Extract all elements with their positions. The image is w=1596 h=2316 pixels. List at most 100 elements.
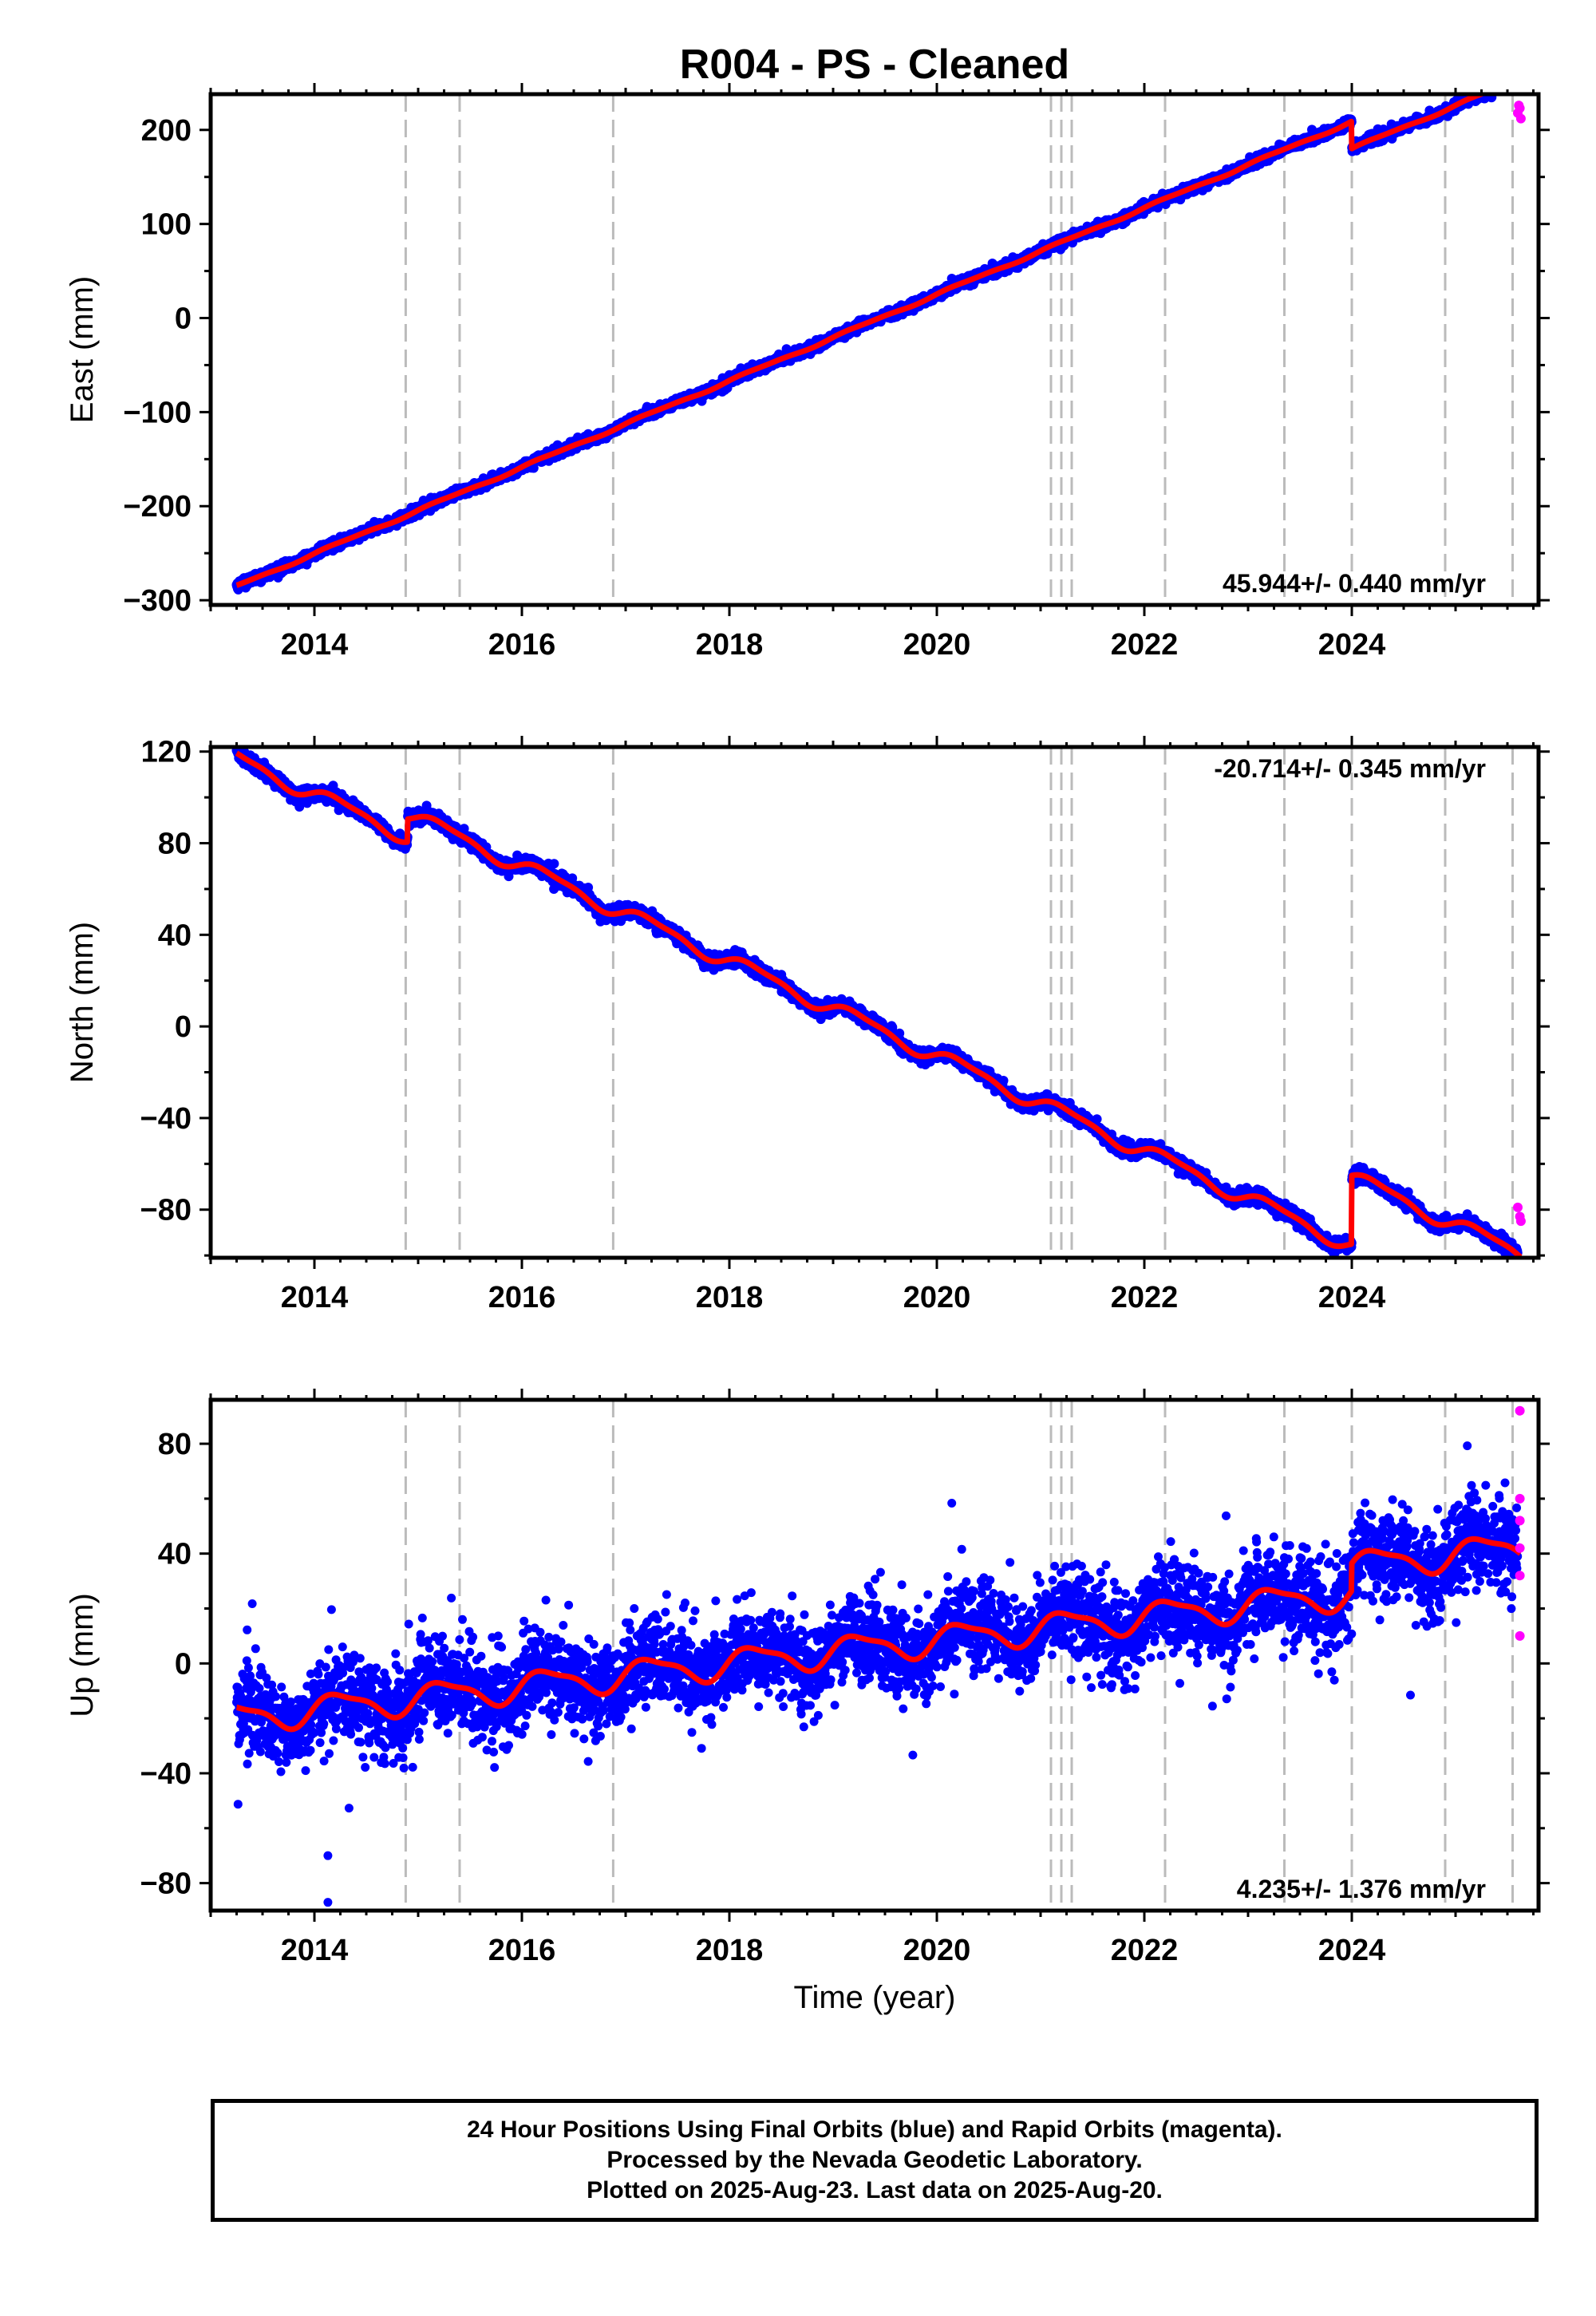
data-point (1498, 83, 1507, 93)
data-point (1507, 77, 1517, 86)
data-point (1499, 81, 1508, 91)
data-point (1504, 80, 1514, 89)
data-point (1509, 77, 1519, 86)
data-point (1490, 84, 1499, 93)
data-point (1485, 83, 1495, 93)
data-point (1489, 82, 1499, 92)
data-point (1508, 79, 1518, 89)
data-point (1513, 77, 1523, 86)
data-point (1505, 77, 1515, 87)
y-tick-label: −100 (123, 396, 192, 429)
data-point (1497, 81, 1507, 91)
data-point (1511, 75, 1520, 85)
data-point (1512, 75, 1522, 85)
data-point (1502, 76, 1511, 85)
data-point (1499, 79, 1508, 89)
data-point (1507, 77, 1516, 86)
data-point (1506, 77, 1515, 87)
rapid-orbit-points (1513, 101, 1526, 124)
data-point (1504, 76, 1514, 85)
data-point (1511, 77, 1521, 86)
x-tick-label: 2024 (1318, 628, 1386, 662)
data-point (1495, 83, 1504, 93)
chart-title: R004 - PS - Cleaned (680, 41, 1069, 88)
data-point (1491, 83, 1501, 93)
data-point (1503, 80, 1513, 89)
data-point (1488, 79, 1498, 89)
data-point (1501, 78, 1511, 88)
data-point (1496, 82, 1506, 92)
y-axis-label: East (mm) (65, 276, 100, 423)
data-point (1511, 77, 1520, 86)
data-point (1503, 79, 1512, 89)
y-tick-label: 0 (175, 302, 192, 336)
x-tick-label: 2014 (281, 628, 349, 662)
data-point (1500, 77, 1510, 87)
data-point (1495, 80, 1504, 89)
x-tick-label: 2018 (696, 628, 764, 662)
data-point (1507, 81, 1516, 90)
data-point (1508, 76, 1518, 85)
rapid-point (1515, 113, 1526, 124)
north-panel: 2014 2016 2018 2020 2022 2024−80−4004080120No… (65, 736, 1550, 1314)
data-point (1507, 76, 1517, 85)
data-point (1511, 79, 1521, 89)
data-point (1503, 77, 1513, 86)
data-point (1491, 81, 1501, 91)
data-point (1505, 77, 1515, 87)
data-point (1496, 81, 1506, 90)
final-orbit-points (231, 73, 1523, 595)
data-point (1511, 73, 1521, 83)
data-point (1510, 78, 1519, 88)
data-point (1498, 84, 1507, 93)
data-point (1491, 83, 1500, 93)
data-point (1502, 81, 1511, 90)
data-point (1486, 84, 1495, 93)
data-point (1509, 74, 1519, 84)
x-axis-ticks (209, 83, 1535, 616)
data-point (1492, 81, 1502, 90)
y-tick-label: 100 (141, 208, 192, 242)
data-point (1491, 78, 1501, 88)
event-lines (404, 747, 1514, 1258)
data-point (1506, 77, 1515, 86)
data-point (1507, 77, 1516, 87)
data-point (1486, 81, 1495, 90)
data-point (1495, 80, 1504, 89)
data-point (1492, 80, 1502, 89)
data-point (1494, 83, 1503, 93)
data-point (1494, 84, 1503, 93)
data-point (1488, 84, 1498, 93)
y-tick-label: 200 (141, 114, 192, 148)
data-point (1493, 81, 1503, 91)
data-point (1495, 83, 1505, 93)
event-lines (404, 94, 1514, 605)
data-point (1493, 81, 1503, 90)
y-tick-label: −300 (123, 584, 192, 618)
data-point (1504, 82, 1514, 92)
data-point (1501, 81, 1511, 91)
data-point (1487, 81, 1497, 91)
data-point (1503, 76, 1512, 85)
y-tick-label: −200 (123, 490, 192, 524)
data-point (1496, 82, 1506, 92)
data-point (1511, 80, 1520, 89)
data-point (1498, 81, 1507, 90)
data-point (1492, 84, 1502, 93)
data-point (1512, 75, 1522, 85)
data-point (1508, 76, 1518, 85)
data-point (1495, 78, 1505, 88)
east-panel: 2014 2016 2018 2020 2022 2024−300−200−1000100… (65, 73, 1550, 662)
data-point (1507, 77, 1517, 86)
data-point (1497, 84, 1507, 93)
data-point (1505, 79, 1515, 89)
data-point (1502, 79, 1511, 89)
data-point (1503, 81, 1512, 90)
x-tick-label: 2022 (1111, 628, 1179, 662)
data-point (1510, 75, 1519, 85)
data-point (1512, 77, 1522, 86)
data-point (1488, 83, 1498, 93)
data-point (1495, 80, 1505, 89)
data-point (1500, 81, 1510, 91)
